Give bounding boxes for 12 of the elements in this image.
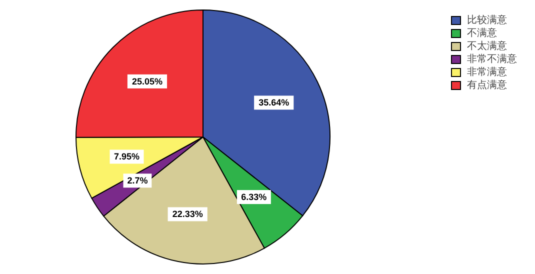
- legend-label: 非常满意: [466, 66, 508, 79]
- legend-label: 有点满意: [466, 79, 508, 92]
- legend-label: 非常不满意: [466, 53, 517, 66]
- legend-label: 比较满意: [466, 14, 508, 27]
- data-label: 35.64%: [258, 98, 290, 108]
- legend-label: 不满意: [466, 27, 498, 40]
- data-label: 22.33%: [172, 209, 203, 220]
- legend-label: 不太满意: [466, 40, 508, 53]
- data-label: 6.33%: [241, 192, 267, 202]
- data-label: 7.95%: [114, 152, 140, 162]
- data-label: 25.05%: [132, 76, 162, 86]
- data-label: 2.7%: [127, 176, 148, 186]
